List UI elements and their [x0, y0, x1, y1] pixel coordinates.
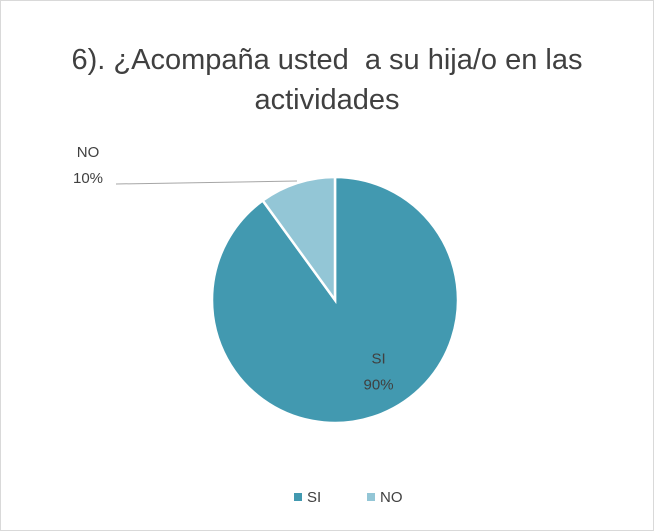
chart-title: 6). ¿Acompaña usted a su hija/o en las a…: [71, 44, 591, 116]
pie-slice: [260, 175, 337, 304]
legend-swatch: [294, 493, 302, 501]
leader-line: [115, 180, 297, 185]
legend-label: SI: [307, 489, 321, 506]
legend-label: NO: [380, 489, 403, 506]
data-label-name: NO: [77, 144, 100, 161]
data-label-name: SI: [371, 350, 385, 367]
legend-swatch: [367, 493, 375, 501]
data-label-value: 90%: [364, 376, 394, 393]
data-label-value: 10%: [73, 170, 103, 187]
